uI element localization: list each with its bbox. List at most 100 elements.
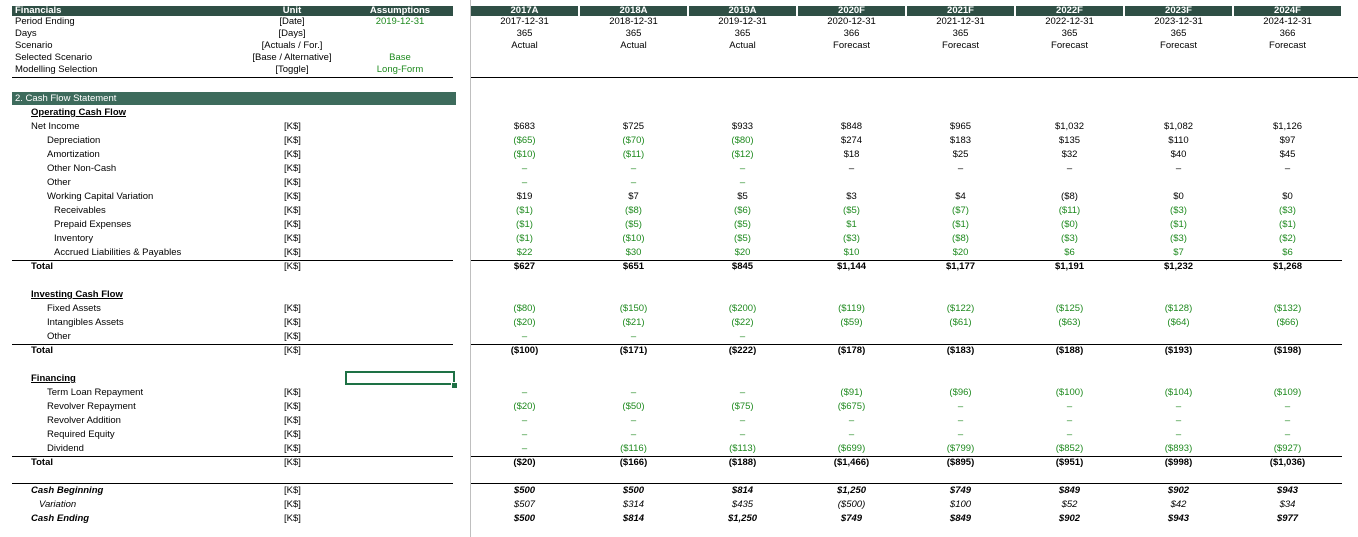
row-value[interactable]: ($799) (946, 443, 975, 454)
row-value[interactable]: – (521, 331, 528, 342)
row-value[interactable]: ($116) (620, 443, 647, 454)
row-value[interactable]: ($11) (622, 149, 645, 160)
row-value[interactable]: ($125) (1055, 303, 1084, 314)
row-value[interactable]: $110 (1168, 135, 1189, 146)
row-value[interactable]: $25 (952, 149, 969, 160)
row-value[interactable]: ($200) (728, 303, 757, 314)
row-value[interactable]: ($128) (1164, 303, 1193, 314)
row-value[interactable]: ($20) (513, 401, 536, 412)
row-value[interactable]: ($5) (734, 233, 751, 244)
row-value[interactable]: ($1) (1279, 219, 1296, 230)
row-value[interactable]: ($8) (952, 233, 969, 244)
row-value[interactable]: ($7) (952, 205, 969, 216)
row-value[interactable]: $6 (1064, 247, 1075, 258)
row-value[interactable]: ($1) (516, 219, 533, 230)
row-value[interactable]: ($675) (837, 401, 866, 412)
row-value[interactable]: $30 (625, 247, 642, 258)
row-value[interactable]: ($8) (625, 205, 642, 216)
row-value[interactable]: $22 (516, 247, 533, 258)
row-value[interactable]: ($927) (1273, 443, 1302, 454)
row-value[interactable]: – (630, 415, 637, 426)
row-value[interactable]: ($80) (731, 135, 754, 146)
row-value[interactable]: ($6) (734, 205, 751, 216)
row-value[interactable]: – (1284, 163, 1291, 174)
row-value[interactable]: ($3) (1279, 205, 1296, 216)
row-value[interactable]: ($75) (731, 401, 754, 412)
row-value[interactable]: ($22) (731, 317, 754, 328)
row-value[interactable]: ($59) (840, 317, 863, 328)
row-value[interactable]: $18 (843, 149, 860, 160)
row-value[interactable]: ($852) (1055, 443, 1084, 454)
row-value[interactable]: ($96) (949, 387, 972, 398)
row-value[interactable]: $7 (1173, 247, 1184, 258)
row-value[interactable]: – (957, 429, 964, 440)
row-value[interactable]: ($3) (1170, 233, 1187, 244)
row-value[interactable]: ($63) (1058, 317, 1081, 328)
row-value[interactable]: ($3) (843, 233, 860, 244)
row-value[interactable]: $274 (840, 135, 863, 146)
row-value[interactable]: – (521, 415, 528, 426)
row-value[interactable]: ($10) (513, 149, 536, 160)
row-value[interactable]: ($119) (838, 303, 865, 314)
row-value[interactable]: ($1) (516, 233, 533, 244)
row-value[interactable]: – (1066, 415, 1073, 426)
row-value[interactable]: – (521, 163, 528, 174)
row-value[interactable]: $6 (1282, 247, 1293, 258)
row-value[interactable]: ($20) (513, 317, 536, 328)
row-value[interactable]: ($109) (1273, 387, 1302, 398)
meta-assumption[interactable]: Base (389, 52, 411, 63)
row-value[interactable]: – (848, 415, 855, 426)
row-value[interactable]: – (630, 177, 637, 188)
row-value[interactable]: ($10) (622, 233, 645, 244)
row-value[interactable]: ($50) (622, 401, 645, 412)
row-value[interactable]: ($3) (1170, 205, 1187, 216)
row-value[interactable]: ($65) (513, 135, 536, 146)
row-value[interactable]: – (1175, 401, 1182, 412)
row-value[interactable]: ($5) (734, 219, 751, 230)
row-value[interactable]: – (1284, 401, 1291, 412)
row-value[interactable]: $20 (952, 247, 969, 258)
selection-fill-handle[interactable] (451, 382, 458, 389)
row-value[interactable]: – (521, 177, 528, 188)
row-value[interactable]: ($80) (513, 303, 536, 314)
row-value[interactable]: – (521, 443, 528, 454)
row-value[interactable]: – (1175, 163, 1182, 174)
row-value[interactable]: ($1) (1170, 219, 1187, 230)
meta-assumption[interactable]: 2019-12-31 (375, 16, 425, 27)
selected-cell[interactable] (345, 371, 455, 385)
row-value[interactable]: $1 (846, 219, 857, 230)
row-value[interactable]: ($70) (622, 135, 645, 146)
row-value[interactable]: ($12) (731, 149, 754, 160)
row-value[interactable]: $10 (843, 247, 860, 258)
row-value[interactable]: ($64) (1167, 317, 1190, 328)
row-value[interactable]: – (1066, 429, 1073, 440)
row-value[interactable]: – (630, 429, 637, 440)
row-value[interactable]: – (739, 331, 746, 342)
row-value[interactable]: – (630, 163, 637, 174)
row-value[interactable]: – (739, 387, 746, 398)
row-value[interactable]: $32 (1061, 149, 1078, 160)
row-value[interactable]: – (521, 429, 528, 440)
row-value[interactable]: – (739, 177, 746, 188)
row-value[interactable]: – (957, 163, 964, 174)
row-value[interactable]: ($91) (840, 387, 863, 398)
row-value[interactable]: – (739, 415, 746, 426)
row-value[interactable]: $97 (1279, 135, 1296, 146)
row-value[interactable]: $40 (1170, 149, 1187, 160)
row-value[interactable]: – (1175, 429, 1182, 440)
row-value[interactable]: ($0) (1061, 219, 1078, 230)
row-value[interactable]: – (957, 415, 964, 426)
row-value[interactable]: – (1175, 415, 1182, 426)
row-value[interactable]: ($104) (1164, 387, 1193, 398)
row-value[interactable]: – (1066, 401, 1073, 412)
row-value[interactable]: ($100) (1055, 387, 1084, 398)
row-value[interactable]: ($2) (1279, 233, 1296, 244)
row-value[interactable]: ($66) (1276, 317, 1299, 328)
row-value[interactable]: – (1284, 429, 1291, 440)
row-value[interactable]: – (521, 387, 528, 398)
row-value[interactable]: – (1066, 163, 1073, 174)
row-value[interactable]: ($5) (843, 205, 860, 216)
row-value[interactable]: ($21) (622, 317, 645, 328)
row-value[interactable]: – (630, 331, 637, 342)
row-value[interactable]: – (848, 429, 855, 440)
